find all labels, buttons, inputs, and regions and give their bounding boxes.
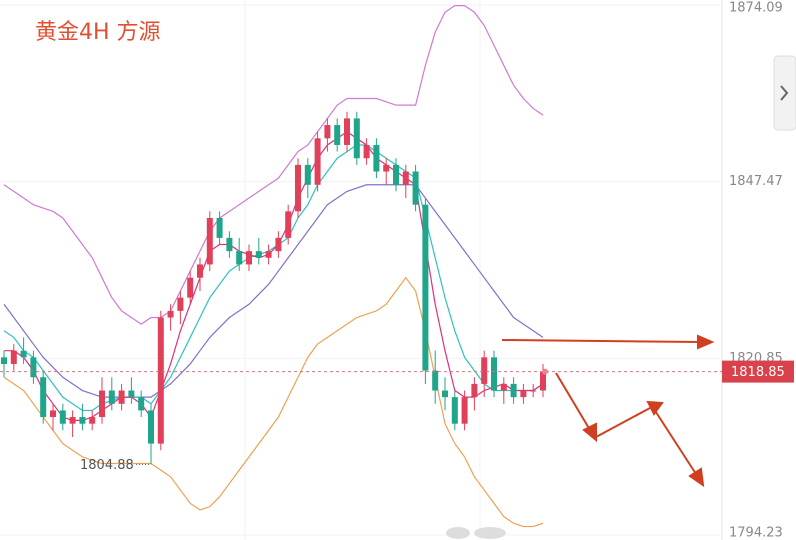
candle-body — [138, 397, 145, 411]
candle-body — [304, 164, 311, 185]
candle-body — [167, 310, 174, 318]
arrow — [595, 407, 651, 438]
candle-body — [285, 211, 292, 238]
candle-body — [79, 417, 86, 424]
candle-body — [530, 390, 537, 392]
chart-title: 黄金4H 方源 — [35, 20, 161, 45]
arrow-head — [697, 334, 715, 350]
candle-body — [393, 164, 399, 185]
arrow — [651, 405, 697, 475]
chevron — [780, 85, 789, 101]
arrow-head — [582, 422, 597, 443]
watermark-shape — [474, 527, 506, 539]
candle-body — [363, 144, 370, 159]
candle-body — [344, 118, 350, 145]
candle-body — [148, 410, 154, 444]
forecast-arrows — [501, 334, 715, 488]
low-label: 1804.88 — [80, 458, 134, 473]
candle-body — [383, 164, 390, 172]
candle-body — [40, 377, 47, 418]
candle-body — [50, 410, 56, 418]
current-price-box — [722, 360, 794, 383]
candle-body — [451, 397, 458, 424]
candle-body — [373, 144, 380, 172]
watermark-shape — [446, 527, 470, 539]
y-tick-label: 1874.09 — [729, 1, 783, 16]
candle-body — [59, 410, 66, 424]
candle-body — [206, 217, 213, 265]
scroll-button[interactable] — [773, 55, 796, 131]
arrow — [501, 339, 701, 343]
candle-body — [520, 390, 527, 398]
candle-body — [216, 217, 223, 238]
candle-body — [69, 417, 76, 424]
candle-body — [500, 383, 507, 391]
y-tick-label: 1794.23 — [729, 526, 783, 540]
candle-body — [324, 125, 331, 139]
arrow-head — [646, 400, 664, 416]
indicator-line — [3, 276, 544, 528]
watermark — [446, 527, 506, 539]
indicator-line — [4, 130, 544, 421]
current-price-label: 1818.85 — [731, 365, 785, 380]
candle-body — [314, 138, 321, 185]
candle-body — [187, 277, 194, 298]
candle-body — [157, 317, 164, 444]
candle-body — [422, 204, 429, 371]
candle-body — [432, 370, 439, 391]
candle-body — [128, 390, 135, 398]
candle-body — [197, 264, 203, 278]
candle-body — [236, 251, 243, 265]
candle-body — [402, 171, 409, 185]
candle-body — [265, 251, 272, 258]
candle-body — [30, 357, 37, 378]
current-dot — [542, 368, 548, 375]
candle-body — [226, 237, 233, 252]
indicator-line — [3, 4, 544, 325]
candle-body — [10, 350, 17, 364]
candle-body — [510, 383, 517, 398]
candle-body — [334, 125, 341, 145]
candle-body — [20, 350, 27, 358]
candle-body — [481, 357, 488, 384]
candle-body — [1, 357, 7, 364]
candle-body — [275, 237, 282, 252]
candle-body — [177, 297, 184, 311]
candle-body — [353, 118, 360, 159]
indicator-line — [3, 144, 544, 412]
candle-body — [295, 164, 301, 212]
candle-body — [118, 390, 125, 404]
candle-body — [246, 251, 252, 265]
candle-body — [471, 383, 478, 398]
arrow-head — [688, 467, 705, 488]
y-tick-label: 1847.47 — [729, 174, 783, 189]
candle-body — [491, 357, 497, 391]
candle-body — [99, 390, 105, 418]
arrow — [555, 372, 591, 431]
candle-body — [255, 251, 262, 258]
scroll-button-bg[interactable] — [773, 55, 796, 131]
candle-body — [89, 417, 96, 424]
candle-body — [108, 390, 115, 404]
indicator-line — [3, 184, 544, 398]
candle-body — [461, 397, 468, 424]
plot: 1804.88 — [0, 4, 722, 536]
candle-body — [412, 171, 419, 205]
candle-body — [442, 390, 448, 398]
candle-body — [540, 371, 546, 391]
